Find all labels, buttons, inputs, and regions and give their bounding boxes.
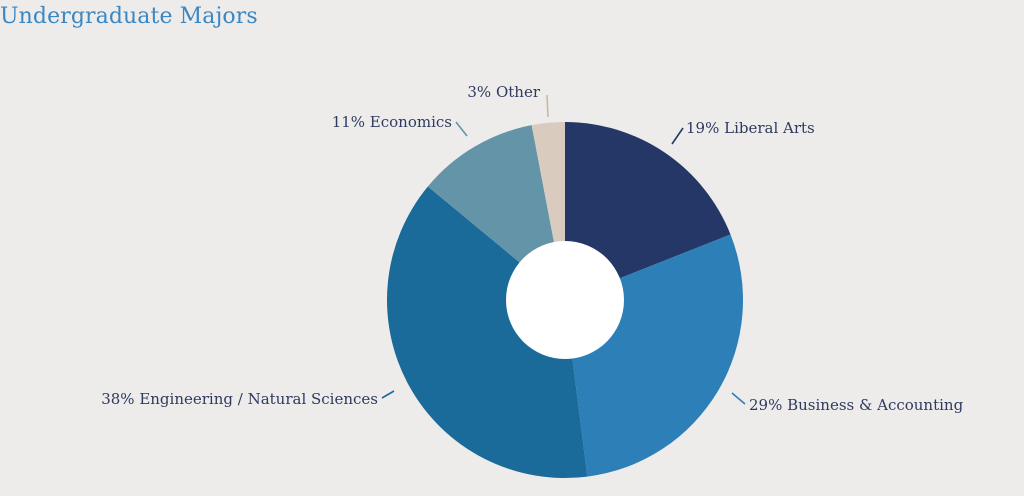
leader-line bbox=[731, 392, 746, 405]
page-title: Undergraduate Majors bbox=[0, 4, 258, 29]
leader-line bbox=[381, 390, 395, 399]
leader-line bbox=[671, 127, 684, 145]
leader-line bbox=[455, 121, 468, 137]
donut-slice bbox=[565, 122, 731, 300]
leader-lines bbox=[381, 94, 746, 405]
donut-slice bbox=[387, 186, 588, 479]
slice-label: 11% Economics bbox=[332, 113, 452, 131]
slice-label: 29% Business & Accounting bbox=[749, 396, 964, 414]
slice-labels: 19% Liberal Arts 29% Business & Accountin… bbox=[101, 83, 963, 414]
slice-label: 3% Other bbox=[467, 83, 540, 101]
slice-label: 19% Liberal Arts bbox=[686, 119, 815, 137]
leader-line bbox=[546, 94, 549, 118]
donut-hole bbox=[506, 241, 624, 359]
slice-label: 38% Engineering / Natural Sciences bbox=[101, 390, 378, 408]
